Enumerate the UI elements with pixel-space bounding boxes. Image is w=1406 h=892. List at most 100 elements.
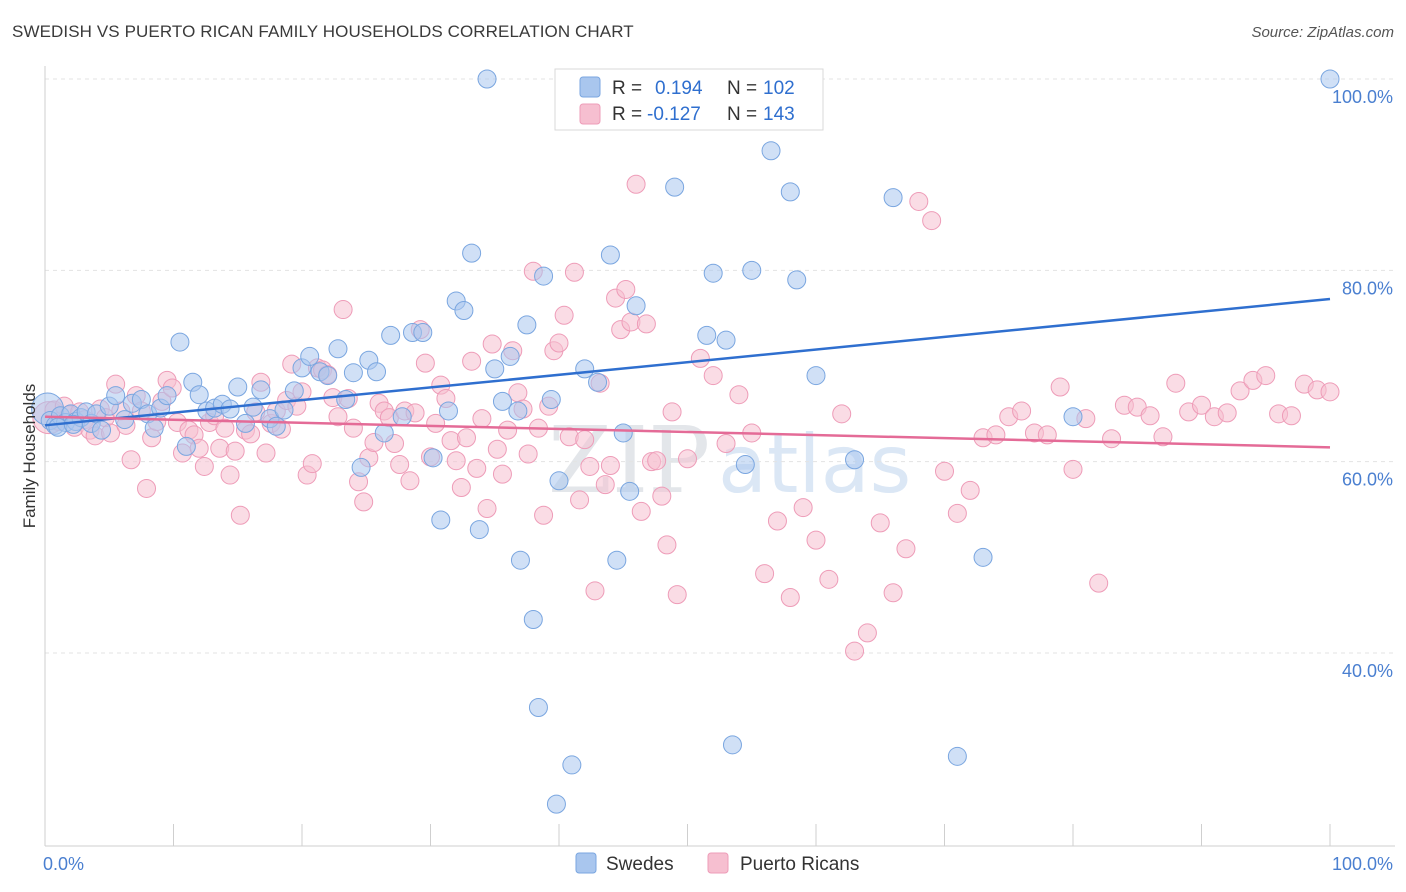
bottom-legend-swatch-puerto-ricans — [707, 852, 729, 874]
puerto-rican-point-134 — [819, 569, 839, 589]
swede-point-33 — [243, 397, 263, 417]
puerto-rican-point-143 — [935, 461, 954, 481]
swede-point-101 — [1320, 69, 1340, 89]
swede-point-20 — [144, 418, 164, 438]
puerto-rican-point-133 — [806, 530, 826, 550]
swede-point-31 — [228, 377, 248, 397]
puerto-rican-point-161 — [1166, 373, 1186, 393]
swede-point-51 — [392, 407, 412, 427]
x-tick-label-1: 100.0% — [1332, 854, 1393, 874]
swede-point-94 — [787, 270, 807, 290]
swede-point-79 — [613, 423, 633, 443]
puerto-rican-point-120 — [657, 535, 677, 555]
puerto-rican-point-121 — [662, 402, 682, 422]
swede-point-36 — [266, 416, 286, 436]
x-tick-label-0: 0.0% — [43, 854, 84, 874]
swede-trend-line — [44, 297, 1331, 427]
swede-point-99 — [973, 547, 993, 567]
puerto-rican-point-57 — [333, 300, 353, 320]
swede-point-88 — [722, 735, 742, 755]
swede-point-76 — [588, 372, 608, 392]
legend-r-value-puerto-ricans: -0.127 — [647, 104, 701, 125]
puerto-rican-point-37 — [230, 505, 250, 525]
puerto-rican-point-108 — [595, 475, 615, 495]
swede-point-75 — [575, 359, 595, 379]
swede-point-46 — [351, 457, 371, 477]
puerto-rican-point-136 — [845, 641, 865, 661]
puerto-rican-point-165 — [1217, 403, 1237, 423]
swede-point-38 — [284, 381, 304, 401]
chart-title: SWEDISH VS PUERTO RICAN FAMILY HOUSEHOLD… — [12, 22, 634, 41]
puerto-rican-point-112 — [616, 279, 636, 299]
puerto-rican-point-105 — [580, 456, 600, 476]
swede-point-95 — [806, 366, 826, 386]
puerto-rican-point-109 — [600, 455, 620, 475]
puerto-rican-point-149 — [1012, 401, 1032, 421]
puerto-rican-point-35 — [220, 465, 240, 485]
puerto-rican-point-126 — [716, 433, 736, 453]
swede-point-58 — [454, 301, 474, 321]
swede-point-92 — [761, 141, 781, 161]
puerto-rican-point-106 — [585, 581, 605, 601]
swede-point-90 — [742, 260, 762, 280]
swede-point-73 — [546, 794, 566, 814]
swede-point-63 — [492, 391, 512, 411]
swede-point-23 — [170, 332, 190, 352]
puerto-rican-point-115 — [631, 501, 651, 521]
puerto-rican-point-168 — [1256, 366, 1276, 386]
puerto-rican-point-99 — [549, 333, 569, 353]
swede-point-62 — [485, 359, 505, 379]
swede-point-89 — [735, 455, 755, 475]
swede-point-43 — [328, 339, 348, 359]
axes — [44, 66, 1395, 847]
swede-point-55 — [431, 510, 451, 530]
swede-point-59 — [462, 243, 482, 263]
swede-point-64 — [500, 346, 520, 366]
legend-n-label-puerto-ricans: N = — [727, 104, 757, 125]
legend-r-label-swedes: R = — [612, 78, 642, 99]
swede-point-44 — [336, 389, 356, 409]
swede-points — [31, 69, 1340, 814]
puerto-rican-point-16 — [121, 450, 141, 470]
puerto-rican-point-173 — [1320, 382, 1340, 402]
puerto-rican-point-153 — [1063, 459, 1083, 479]
puerto-rican-point-124 — [690, 348, 710, 368]
puerto-rican-point-83 — [467, 458, 487, 478]
puerto-rican-point-135 — [832, 404, 852, 424]
bottom-legend-label-swedes: Swedes — [606, 854, 674, 875]
stats-legend: R = 0.194 N = 102 R = -0.127 N = 143 — [554, 68, 824, 131]
swede-point-10 — [48, 417, 68, 437]
swede-point-96 — [845, 450, 865, 470]
swede-point-32 — [235, 413, 255, 433]
legend-r-value-swedes: 0.194 — [655, 78, 703, 99]
puerto-rican-point-79 — [446, 451, 466, 471]
swede-point-67 — [510, 550, 530, 570]
puerto-rican-point-68 — [390, 455, 410, 475]
swede-point-70 — [541, 389, 561, 409]
swede-point-98 — [947, 746, 967, 766]
swede-point-100 — [1063, 407, 1083, 427]
swede-point-65 — [508, 401, 528, 421]
puerto-rican-point-88 — [492, 464, 512, 484]
swede-point-85 — [697, 325, 717, 345]
puerto-rican-point-114 — [626, 174, 646, 194]
swede-point-26 — [189, 385, 209, 405]
puerto-rican-point-19 — [137, 478, 157, 498]
legend-n-value-swedes: 102 — [763, 78, 795, 99]
puerto-rican-point-138 — [870, 513, 890, 533]
puerto-rican-point-130 — [767, 511, 787, 531]
puerto-rican-point-145 — [960, 480, 980, 500]
puerto-rican-point-119 — [652, 486, 672, 506]
puerto-rican-point-103 — [570, 490, 590, 510]
puerto-rican-point-118 — [647, 451, 667, 471]
swede-point-68 — [523, 610, 543, 630]
swede-point-87 — [716, 330, 736, 350]
puerto-rican-point-82 — [462, 351, 482, 371]
puerto-rican-point-159 — [1140, 406, 1160, 426]
puerto-rican-point-155 — [1089, 573, 1109, 593]
series-legend: Swedes Puerto Ricans — [575, 852, 859, 875]
puerto-rican-point-137 — [857, 623, 877, 643]
puerto-rican-point-93 — [518, 444, 538, 464]
swede-point-74 — [562, 755, 582, 775]
